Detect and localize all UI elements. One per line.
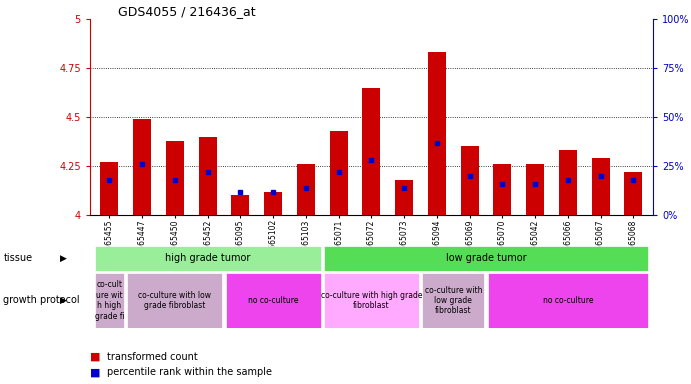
Bar [324,273,419,328]
Text: low grade tumor: low grade tumor [446,253,527,263]
Bar [226,273,321,328]
Bar [166,141,184,215]
Bar [625,172,643,215]
Bar [199,137,217,215]
Text: no co-culture: no co-culture [542,296,593,305]
Bar [231,195,249,215]
Text: co-cult
ure wit
h high
grade fi: co-cult ure wit h high grade fi [95,280,124,321]
Bar [133,119,151,215]
Bar [493,164,511,215]
Bar [395,180,413,215]
Text: high grade tumor: high grade tumor [165,253,250,263]
Text: ■: ■ [90,367,104,377]
Text: co-culture with high grade
fibroblast: co-culture with high grade fibroblast [321,291,422,310]
Text: GDS4055 / 216436_at: GDS4055 / 216436_at [118,5,256,18]
Text: growth protocol: growth protocol [3,295,80,306]
Bar [428,53,446,215]
Bar [95,273,124,328]
Text: no co-culture: no co-culture [248,296,299,305]
Bar [488,273,648,328]
Bar [264,192,282,215]
Text: transformed count: transformed count [107,352,198,362]
Bar [526,164,544,215]
Text: co-culture with low
grade fibroblast: co-culture with low grade fibroblast [138,291,211,310]
Bar [362,88,381,215]
Bar [324,246,648,271]
Text: co-culture with
low grade
fibroblast: co-culture with low grade fibroblast [424,286,482,315]
Text: ▶: ▶ [60,296,67,305]
Bar [461,147,479,215]
Bar [297,164,315,215]
Text: ▶: ▶ [60,254,67,263]
Bar [100,162,118,215]
Text: tissue: tissue [3,253,32,263]
Bar [127,273,223,328]
Bar [330,131,348,215]
Text: ■: ■ [90,352,104,362]
Bar [95,246,321,271]
Bar [591,158,609,215]
Bar [559,151,577,215]
Bar [422,273,484,328]
Text: percentile rank within the sample: percentile rank within the sample [107,367,272,377]
